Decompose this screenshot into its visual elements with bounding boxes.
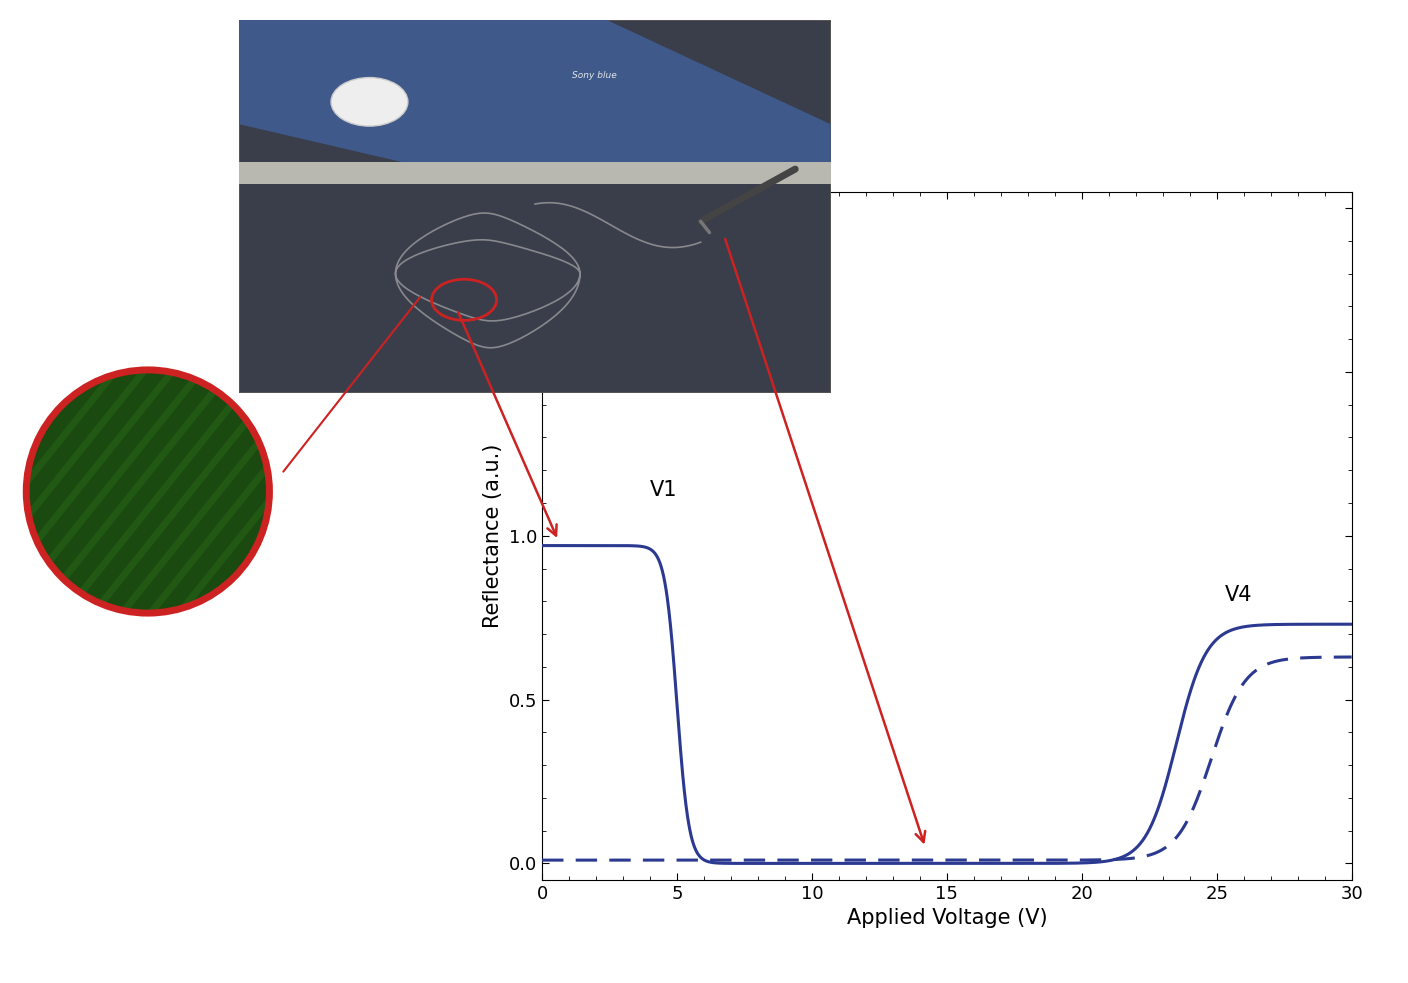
Circle shape [331, 78, 408, 126]
Polygon shape [27, 370, 269, 613]
Text: Sony blue: Sony blue [572, 71, 617, 81]
Polygon shape [239, 20, 831, 177]
X-axis label: Applied Voltage (V): Applied Voltage (V) [846, 908, 1048, 928]
Polygon shape [239, 161, 831, 184]
Text: V1: V1 [650, 481, 677, 500]
Text: V4: V4 [1225, 585, 1252, 606]
Y-axis label: Reflectance (a.u.): Reflectance (a.u.) [483, 443, 503, 628]
